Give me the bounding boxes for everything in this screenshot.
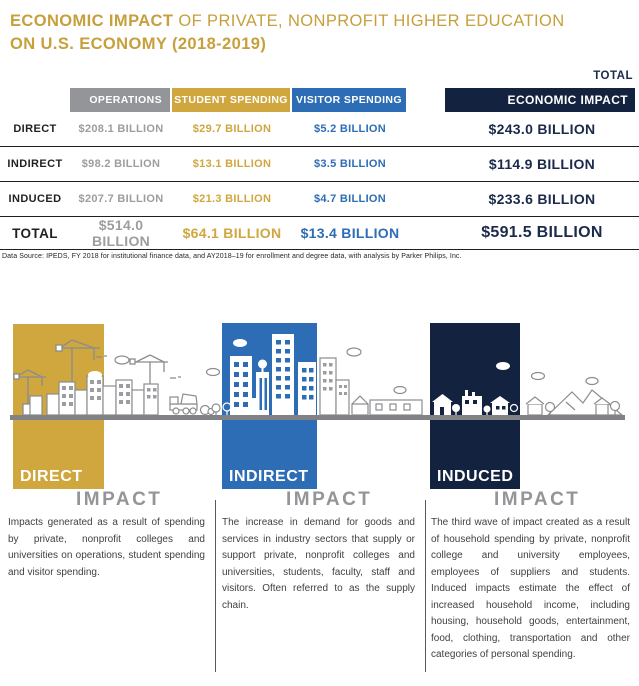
induced-label: INDUCED <box>437 468 514 485</box>
induced-operations-value: $207.7 BILLION <box>78 193 164 205</box>
indirect-operations-value: $98.2 BILLION <box>81 158 161 170</box>
mountains-icon <box>546 389 624 416</box>
column-divider <box>425 500 426 672</box>
column-divider <box>215 500 216 672</box>
indirect-visitor-value: $3.5 BILLION <box>313 158 387 170</box>
ground-line <box>10 415 625 420</box>
indirect-total-value: $114.9 BILLION <box>488 156 596 172</box>
suburb-icons <box>432 362 519 415</box>
induced-visitor-value: $4.7 BILLION <box>313 193 387 205</box>
column-header-student-spending: STUDENT SPENDING <box>172 88 290 112</box>
bushes-icon <box>199 403 221 416</box>
title-emphasis: ECONOMIC IMPACT <box>10 12 174 30</box>
title-line-1: ECONOMIC IMPACT OF PRIVATE, NONPROFIT HI… <box>10 10 629 33</box>
windows <box>323 363 347 395</box>
induced-impact-word: IMPACT <box>494 489 581 510</box>
indirect-impact-description: The increase in demand for goods and ser… <box>222 517 415 611</box>
data-source-note: Data Source: IPEDS, FY 2018 for institut… <box>2 253 462 260</box>
impact-table: TOTAL OPERATIONS STUDENT SPENDING VISITO… <box>0 70 639 260</box>
table-row-total: TOTAL $514.0 BILLION $64.1 BILLION $13.4… <box>0 217 639 250</box>
windows <box>62 380 157 406</box>
total-column-overline: TOTAL <box>593 70 633 82</box>
title-rest: OF PRIVATE, NONPROFIT HIGHER EDUCATION <box>173 12 565 30</box>
skyline-illustration: DIRECT INDIRECT INDUCED IMPACT IMPACT IM… <box>0 320 639 510</box>
row-label: DIRECT <box>13 123 57 135</box>
induced-total-value: $233.6 BILLION <box>488 191 596 207</box>
truck-icon <box>169 393 198 415</box>
induced-impact-description: The third wave of impact created as a re… <box>431 517 630 660</box>
induced-student-value: $21.3 BILLION <box>192 193 272 205</box>
column-header-economic-impact: ECONOMIC IMPACT <box>445 88 635 112</box>
indirect-impact-word: IMPACT <box>286 489 373 510</box>
downtown-skyline-icon <box>222 334 316 415</box>
construction-buildings-icon <box>29 375 159 416</box>
table-header-row: OPERATIONS STUDENT SPENDING VISITOR SPEN… <box>0 88 639 112</box>
row-label: INDIRECT <box>7 158 63 170</box>
direct-total-value: $243.0 BILLION <box>488 121 596 137</box>
total-grand-value: $591.5 BILLION <box>481 224 603 241</box>
table-row-direct: DIRECT $208.1 BILLION $29.7 BILLION $5.2… <box>0 112 639 147</box>
direct-visitor-value: $5.2 BILLION <box>313 123 387 135</box>
indirect-label: INDIRECT <box>229 468 309 485</box>
header-spacer <box>0 88 70 112</box>
right-houses-trees-icon <box>525 371 621 416</box>
column-header-operations: OPERATIONS <box>70 88 170 112</box>
row-label: INDUCED <box>8 193 62 205</box>
title-line-2: ON U.S. ECONOMY (2018-2019) <box>10 35 267 53</box>
total-operations-value: $514.0 BILLION <box>91 217 151 249</box>
descriptions-section: Impacts generated as a result of spendin… <box>0 488 639 686</box>
table-row-indirect: INDIRECT $98.2 BILLION $13.1 BILLION $3.… <box>0 147 639 182</box>
total-student-value: $64.1 BILLION <box>182 225 282 241</box>
city-skyline-icon <box>10 323 625 489</box>
direct-impact-word: IMPACT <box>76 489 163 510</box>
direct-impact-description: Impacts generated as a result of spendin… <box>8 517 205 578</box>
direct-label: DIRECT <box>20 468 83 485</box>
mid-buildings-icon <box>319 347 423 416</box>
total-visitor-value: $13.4 BILLION <box>300 225 400 241</box>
direct-operations-value: $208.1 BILLION <box>78 123 164 135</box>
direct-student-value: $29.7 BILLION <box>192 123 272 135</box>
table-row-induced: INDUCED $207.7 BILLION $21.3 BILLION $4.… <box>0 182 639 217</box>
column-header-visitor-spending: VISITOR SPENDING <box>292 88 406 112</box>
indirect-student-value: $13.1 BILLION <box>192 158 272 170</box>
page-title: ECONOMIC IMPACT OF PRIVATE, NONPROFIT HI… <box>0 0 639 56</box>
row-label: TOTAL <box>12 225 58 241</box>
cloud-icon <box>88 355 221 379</box>
